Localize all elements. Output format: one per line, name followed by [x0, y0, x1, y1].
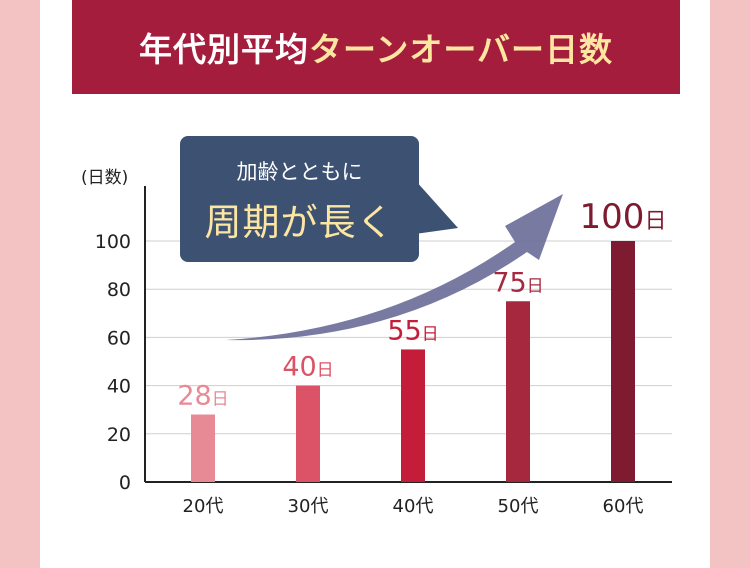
data-label: 28日 — [177, 381, 228, 412]
x-tick-label: 20代 — [183, 496, 224, 517]
x-tick-label: 40代 — [393, 496, 434, 517]
callout-line2: 周期が長く — [204, 201, 395, 244]
x-tick-label: 30代 — [288, 496, 329, 517]
trend-arrow — [226, 194, 563, 341]
x-tick-label: 60代 — [603, 496, 644, 517]
callout-box: 加齢とともに 周期が長く — [180, 136, 419, 262]
y-tick-label: 40 — [107, 376, 131, 398]
y-tick-label: 100 — [95, 231, 131, 253]
y-tick-label: 80 — [107, 279, 131, 301]
data-label: 40日 — [282, 352, 333, 383]
data-label: 55日 — [387, 315, 438, 346]
y-tick-label: 60 — [107, 327, 131, 349]
data-label: 75日 — [492, 267, 543, 298]
callout-pointer — [415, 180, 458, 234]
x-tick-label: 50代 — [498, 496, 539, 517]
y-axis-label: (日数) — [81, 168, 128, 188]
title-banner: 年代別平均 ターンオーバー日数 — [72, 0, 680, 94]
bar — [296, 385, 320, 482]
bar — [611, 241, 635, 482]
callout-line1: 加齢とともに — [236, 160, 363, 184]
y-tick-label: 20 — [107, 424, 131, 446]
data-label: 100日 — [580, 197, 667, 237]
bar — [401, 349, 425, 482]
y-tick-label: 0 — [119, 472, 131, 494]
title-part2: ターンオーバー日数 — [308, 30, 614, 69]
bar — [191, 414, 215, 482]
bar — [506, 301, 530, 482]
content-card — [40, 0, 710, 568]
title-part1: 年代別平均 — [138, 30, 309, 69]
